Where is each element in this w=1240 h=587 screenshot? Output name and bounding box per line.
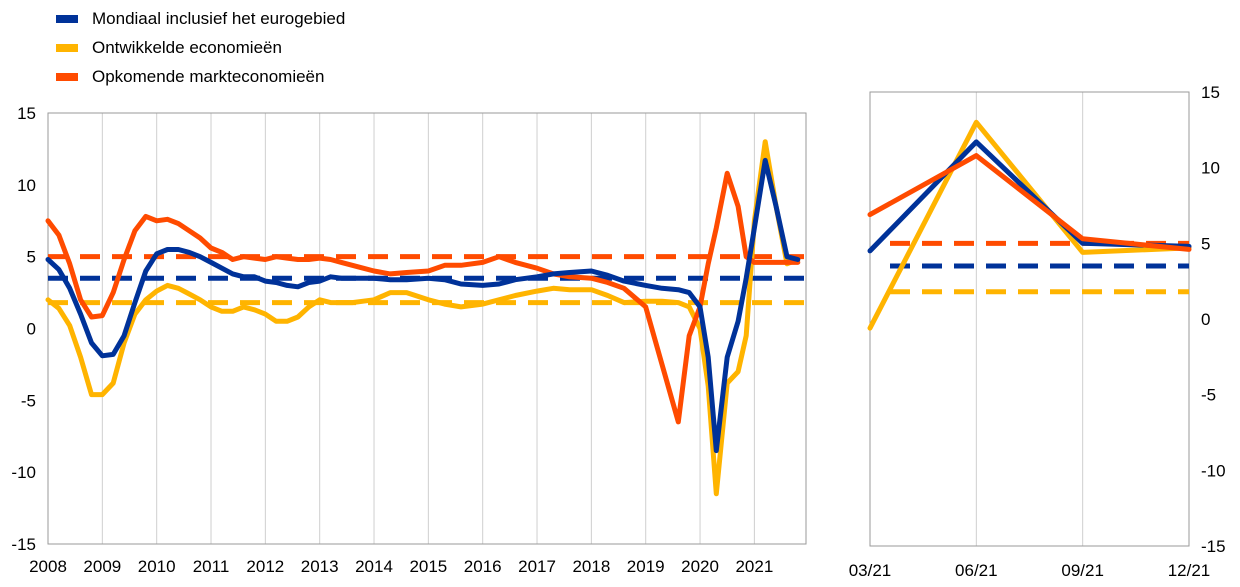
left-series-line-mondiaal-inclusief-het-eurogebied — [45, 157, 801, 454]
left-y-tick-label: -10 — [11, 463, 36, 482]
right-x-tick-label: 03/21 — [849, 561, 892, 580]
right-y-tick-label: 15 — [1201, 83, 1220, 102]
left-x-tick-label: 2013 — [301, 557, 339, 576]
legend-label-developed: Ontwikkelde economieën — [92, 37, 282, 57]
right-series-line-ontwikkelde-economie-n — [867, 119, 1192, 331]
left-y-tick-label: 0 — [27, 320, 36, 339]
left-x-tick-label: 2021 — [735, 557, 773, 576]
right-series-line-opkomende-markteconomie-n — [867, 153, 1192, 252]
left-y-tick-label: -15 — [11, 535, 36, 554]
right-x-tick-label: 09/21 — [1061, 561, 1104, 580]
left-y-tick-label: 5 — [27, 248, 36, 267]
right-plot-frame — [869, 91, 1190, 547]
left-x-tick-label: 2011 — [193, 557, 230, 576]
legend-swatch-developed — [56, 43, 78, 52]
legend-swatch-world — [56, 14, 78, 23]
left-x-tick-label: 2015 — [409, 557, 447, 576]
right-y-tick-label: 0 — [1201, 310, 1210, 329]
right-x-tick-label: 06/21 — [955, 561, 998, 580]
left-y-tick-label: 10 — [17, 176, 36, 195]
left-x-tick-label: 2020 — [681, 557, 719, 576]
left-x-tick-label: 2009 — [83, 557, 121, 576]
left-x-tick-label: 2017 — [518, 557, 556, 576]
left-x-tick-label: 2012 — [246, 557, 284, 576]
left-x-tick-label: 2018 — [572, 557, 610, 576]
left-y-tick-label: -5 — [21, 391, 36, 410]
legend-swatch-emerging — [56, 72, 78, 81]
legend-label-emerging: Opkomende markteconomieën — [92, 66, 325, 86]
right-y-tick-label: 5 — [1201, 234, 1210, 253]
right-y-tick-label: -15 — [1201, 537, 1226, 556]
left-x-tick-label: 2010 — [138, 557, 176, 576]
right-chart: -15 -10 -5 0 5 10 15 03/21 06/21 09/21 12/21 — [849, 83, 1226, 580]
legend-item-world: Mondiaal inclusief het eurogebied — [56, 4, 345, 33]
right-y-tick-label: 10 — [1201, 159, 1220, 178]
right-y-tick-label: -5 — [1201, 386, 1216, 405]
legend: Mondiaal inclusief het eurogebied Ontwik… — [56, 4, 345, 91]
left-series-line-opkomende-markteconomie-n — [45, 170, 801, 425]
right-x-tick-label: 12/21 — [1168, 561, 1211, 580]
left-x-tick-label: 2008 — [29, 557, 67, 576]
left-y-tick-label: 15 — [17, 104, 36, 123]
right-y-tick-label: -10 — [1201, 461, 1226, 480]
legend-item-emerging: Opkomende markteconomieën — [56, 62, 345, 91]
legend-item-developed: Ontwikkelde economieën — [56, 33, 345, 62]
left-x-tick-label: 2016 — [464, 557, 502, 576]
left-x-tick-label: 2019 — [627, 557, 665, 576]
left-chart: -15 -10 -5 0 5 10 15 2008 2009 2010 2011 2012 2013 20… — [11, 104, 807, 576]
legend-label-world: Mondiaal inclusief het eurogebied — [92, 8, 346, 28]
left-plot-frame — [47, 112, 807, 545]
left-x-tick-label: 2014 — [355, 557, 393, 576]
left-series-line-ontwikkelde-economie-n — [45, 139, 801, 497]
